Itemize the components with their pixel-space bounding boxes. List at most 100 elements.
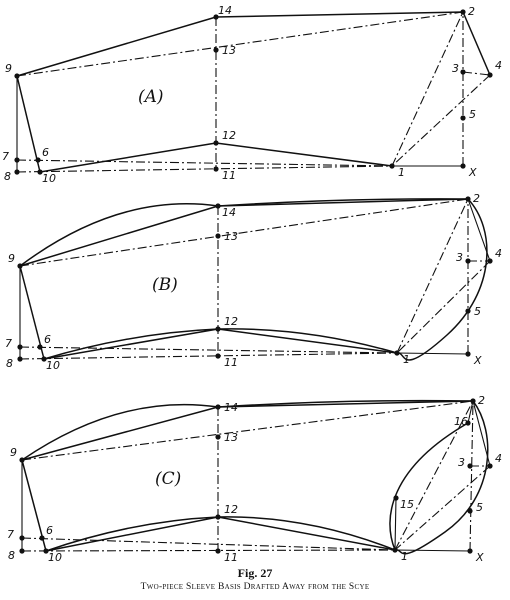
point-label: 14 [224, 401, 238, 414]
point-1 [394, 350, 400, 356]
under-sleeve-curve [389, 422, 469, 551]
point-11 [215, 353, 221, 359]
crown-curve [19, 203, 219, 267]
construction-line [391, 74, 491, 167]
point-X [465, 351, 471, 357]
draft-line [215, 142, 393, 167]
construction-line [19, 198, 469, 267]
point-label: 11 [224, 551, 238, 564]
point-6 [39, 535, 45, 541]
figure-number: Fig. 27 [237, 566, 273, 580]
point-label: 7 [7, 528, 14, 541]
point-label: 13 [222, 44, 236, 57]
point-14 [215, 203, 221, 209]
point-7 [17, 344, 23, 350]
point-label: 8 [4, 170, 11, 183]
point-7 [19, 535, 25, 541]
point-label: 9 [10, 446, 17, 459]
back-curve [396, 198, 488, 361]
underarm-curve [43, 328, 219, 360]
panel-label: (A) [138, 87, 164, 107]
point-X [460, 163, 466, 169]
point-X [467, 548, 473, 554]
point-12 [215, 514, 221, 520]
draft-line [217, 400, 474, 408]
point-label: 9 [5, 62, 12, 75]
point-label: 4 [495, 452, 502, 465]
point-3 [467, 463, 473, 469]
point-11 [213, 166, 219, 172]
construction-line [394, 400, 474, 551]
point-6 [35, 157, 41, 163]
construction-line [391, 11, 464, 167]
construction-line [19, 346, 398, 354]
point-3 [460, 69, 466, 75]
point-label: 8 [8, 549, 15, 562]
draft-line [19, 265, 45, 360]
point-label: 12 [224, 503, 238, 516]
point-label: 6 [42, 146, 49, 159]
point-label: 2 [473, 192, 480, 205]
point-10 [37, 169, 43, 175]
point-8 [19, 548, 25, 554]
point-15 [393, 495, 399, 501]
construction-line [394, 465, 491, 551]
draft-line [394, 497, 397, 551]
back-curve [394, 400, 489, 555]
construction-line [396, 198, 469, 354]
draft-line [217, 198, 469, 207]
point-label: 3 [458, 456, 465, 469]
point-10 [41, 356, 47, 362]
point-11 [215, 548, 221, 554]
draft-line [462, 11, 491, 76]
point-label: 10 [48, 551, 62, 564]
point-label: 10 [42, 172, 56, 185]
point-13 [213, 47, 219, 53]
point-3 [465, 258, 471, 264]
point-1 [389, 163, 395, 169]
figure-caption: Two-piece Sleeve Basis Drafted Away from… [140, 582, 370, 592]
construction-line [469, 400, 474, 552]
construction-line [396, 352, 469, 355]
draft-line [467, 400, 474, 424]
point-label: 14 [222, 206, 236, 219]
point-label: 14 [218, 4, 232, 17]
draft-line [45, 516, 219, 552]
draft-line [43, 328, 219, 360]
construction-line [16, 11, 464, 77]
point-label: 7 [5, 337, 12, 350]
construction-line [21, 537, 396, 551]
draft-line [16, 75, 41, 173]
draft-line [16, 16, 217, 77]
point-4 [487, 463, 493, 469]
point-8 [14, 169, 20, 175]
point-label: 1 [401, 550, 408, 563]
point-label: 6 [46, 524, 53, 537]
panel-label: (C) [155, 469, 181, 489]
point-label: 5 [476, 501, 483, 514]
point-label: 3 [456, 251, 463, 264]
underarm-curve [45, 516, 219, 552]
point-1 [392, 547, 398, 553]
point-label: 5 [474, 305, 481, 318]
point-label: 8 [6, 357, 13, 370]
construction-line [21, 400, 474, 461]
point-label: 9 [8, 252, 15, 265]
point-label: 2 [478, 394, 485, 407]
point-label: X [468, 166, 477, 179]
construction-line [19, 352, 398, 360]
draft-line [19, 205, 219, 267]
draft-line [21, 406, 219, 461]
point-label: 6 [44, 333, 51, 346]
point-label: X [473, 354, 482, 367]
draft-line [217, 328, 398, 354]
crown-curve [217, 198, 469, 207]
point-14 [213, 14, 219, 20]
point-label: 1 [398, 166, 405, 179]
point-9 [19, 457, 25, 463]
point-label: 11 [224, 356, 238, 369]
construction-line [16, 165, 393, 173]
